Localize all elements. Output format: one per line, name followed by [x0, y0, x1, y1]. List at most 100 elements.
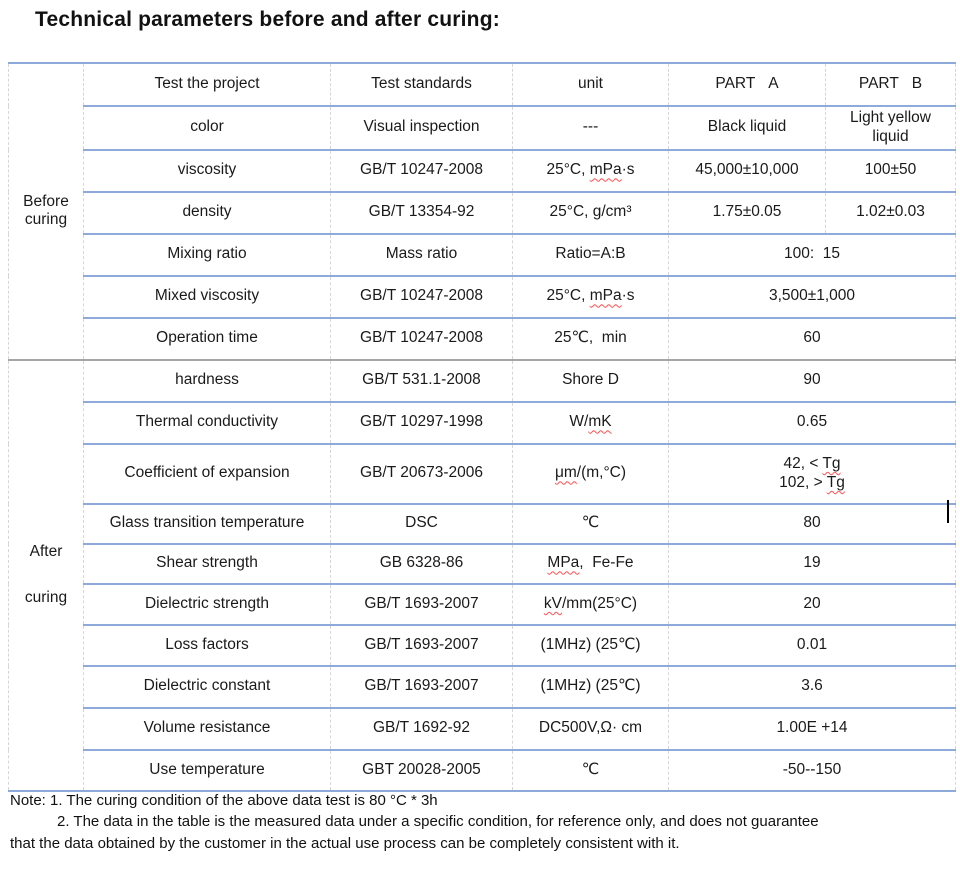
cell-project: Volume resistance [83, 706, 331, 750]
header-standards: Test standards [330, 62, 513, 106]
unit-text: ·s [621, 161, 635, 179]
row-mixing-ratio: Mixing ratio Mass ratio Ratio=A:B 100: 1… [9, 232, 956, 276]
cell-value: 42, < Tg 102, > Tg [668, 442, 956, 504]
cell-unit: (1MHz) (25℃) [512, 664, 669, 708]
cell-project: Mixed viscosity [83, 274, 331, 318]
unit-text: /mm(25°C) [562, 594, 638, 612]
cell-unit: kV/mm(25°C) [512, 582, 669, 625]
cell-unit: 25°C, g/cm³ [512, 190, 669, 234]
unit-text: ·s [621, 287, 635, 305]
cell-standard: GBT 20028-2005 [330, 748, 513, 791]
cell-project: hardness [83, 358, 331, 402]
cell-unit: ℃ [512, 748, 669, 791]
cell-standard: GB/T 10247-2008 [330, 148, 513, 192]
cell-project: Mixing ratio [83, 232, 331, 276]
row-thermal-conductivity: Thermal conductivity GB/T 10297-1998 W/m… [9, 400, 956, 444]
header-unit: unit [512, 62, 669, 106]
row-volume-resistance: Volume resistance GB/T 1692-92 DC500V,Ω·… [9, 706, 956, 750]
cell-unit: --- [512, 105, 669, 150]
cell-part-a: Black liquid [668, 105, 826, 150]
value-text: 102, > [779, 473, 827, 491]
cell-part-b: Light yellow liquid [825, 105, 956, 150]
row-use-temperature: Use temperature GBT 20028-2005 ℃ -50--15… [9, 748, 956, 791]
cell-project: Thermal conductivity [83, 400, 331, 444]
unit-misspelled-text: kV [543, 594, 562, 612]
unit-misspelled-text: mPa [589, 161, 622, 179]
value-line-1: 42, < Tg [673, 455, 951, 474]
note-line-1: Note: 1. The curing condition of the abo… [10, 792, 438, 809]
cell-project: Use temperature [83, 748, 331, 791]
parameters-table: Before curing Test the project Test stan… [8, 62, 956, 792]
row-operation-time: Operation time GB/T 10247-2008 25℃, min … [9, 316, 956, 360]
cell-project: density [83, 190, 331, 234]
unit-text: /(m,°C) [576, 464, 627, 482]
cell-value: 19 [668, 542, 956, 584]
cell-project: Operation time [83, 316, 331, 360]
cell-project: viscosity [83, 148, 331, 192]
cell-standard: Mass ratio [330, 232, 513, 276]
cell-standard: GB/T 10247-2008 [330, 274, 513, 318]
row-mixed-viscosity: Mixed viscosity GB/T 10247-2008 25°C, mP… [9, 274, 956, 318]
cell-value: 80 [668, 502, 956, 544]
cell-value: 100: 15 [668, 232, 956, 276]
value-text: 42, < [783, 454, 823, 472]
page-title: Technical parameters before and after cu… [35, 8, 500, 31]
footnotes: Note: 1. The curing condition of the abo… [10, 790, 950, 854]
unit-text: 25°C, [546, 287, 590, 305]
cell-standard: GB/T 1693-2007 [330, 664, 513, 708]
cell-value: 0.65 [668, 400, 956, 444]
header-part-b: PART B [825, 62, 956, 106]
cell-value: 90 [668, 358, 956, 402]
cell-value: -50--150 [668, 748, 956, 791]
cell-project: Shear strength [83, 542, 331, 584]
cell-standard: GB/T 1693-2007 [330, 623, 513, 666]
cell-unit: DC500V,Ω· cm [512, 706, 669, 750]
group-label-after: After curing [8, 358, 84, 791]
row-viscosity: viscosity GB/T 10247-2008 25°C, mPa·s 45… [9, 148, 956, 192]
unit-text: W/ [569, 413, 589, 431]
cell-unit: 25°C, mPa·s [512, 148, 669, 192]
row-glass-transition-temperature: Glass transition temperature DSC ℃ 80 [9, 502, 956, 544]
unit-text: , Fe-Fe [579, 554, 634, 572]
cell-project: color [83, 105, 331, 150]
cell-unit: 25°C, mPa·s [512, 274, 669, 318]
header-project: Test the project [83, 62, 331, 106]
unit-misspelled-text: μm [554, 464, 577, 482]
header-part-a: PART A [668, 62, 826, 106]
group-before-line2: curing [24, 211, 68, 229]
row-shear-strength: Shear strength GB 6328-86 MPa, Fe-Fe 19 [9, 542, 956, 584]
value-misspelled-text: Tg [822, 454, 841, 472]
cell-value: 60 [668, 316, 956, 360]
cell-value: 3.6 [668, 664, 956, 708]
group-after-line2: curing [24, 588, 68, 606]
cell-unit: 25℃, min [512, 316, 669, 360]
group-before-line1: Before [23, 192, 69, 210]
note-line-2: 2. The data in the table is the measured… [57, 813, 819, 831]
cell-standard: GB/T 531.1-2008 [330, 358, 513, 402]
cell-standard: GB/T 20673-2006 [330, 442, 513, 504]
row-hardness: After curing hardness GB/T 531.1-2008 Sh… [8, 358, 956, 791]
cell-standard: GB/T 10247-2008 [330, 316, 513, 360]
cell-value: 0.01 [668, 623, 956, 666]
row-dielectric-constant: Dielectric constant GB/T 1693-2007 (1MHz… [9, 664, 956, 708]
row-color: color Visual inspection --- Black liquid… [9, 105, 956, 150]
cell-standard: Visual inspection [330, 105, 513, 150]
unit-misspelled-text: MPa [547, 554, 580, 572]
cell-project: Dielectric constant [83, 664, 331, 708]
cell-unit: ℃ [512, 502, 669, 544]
value-misspelled-text: Tg [826, 473, 845, 491]
cell-standard: DSC [330, 502, 513, 544]
cell-unit: (1MHz) (25℃) [512, 623, 669, 666]
cell-project: Coefficient of expansion [83, 442, 331, 504]
cell-project: Dielectric strength [83, 582, 331, 625]
cell-standard: GB/T 1693-2007 [330, 582, 513, 625]
row-dielectric-strength: Dielectric strength GB/T 1693-2007 kV/mm… [9, 582, 956, 625]
cell-unit: W/mK [512, 400, 669, 444]
group-after-line1: After [29, 542, 63, 560]
value-line-2: 102, > Tg [673, 474, 951, 493]
table-header-row: Before curing Test the project Test stan… [8, 62, 956, 360]
cell-unit: μm/(m,°C) [512, 442, 669, 504]
row-coefficient-of-expansion: Coefficient of expansion GB/T 20673-2006… [9, 442, 956, 504]
row-loss-factors: Loss factors GB/T 1693-2007 (1MHz) (25℃)… [9, 623, 956, 666]
cell-value: 1.00E +14 [668, 706, 956, 750]
